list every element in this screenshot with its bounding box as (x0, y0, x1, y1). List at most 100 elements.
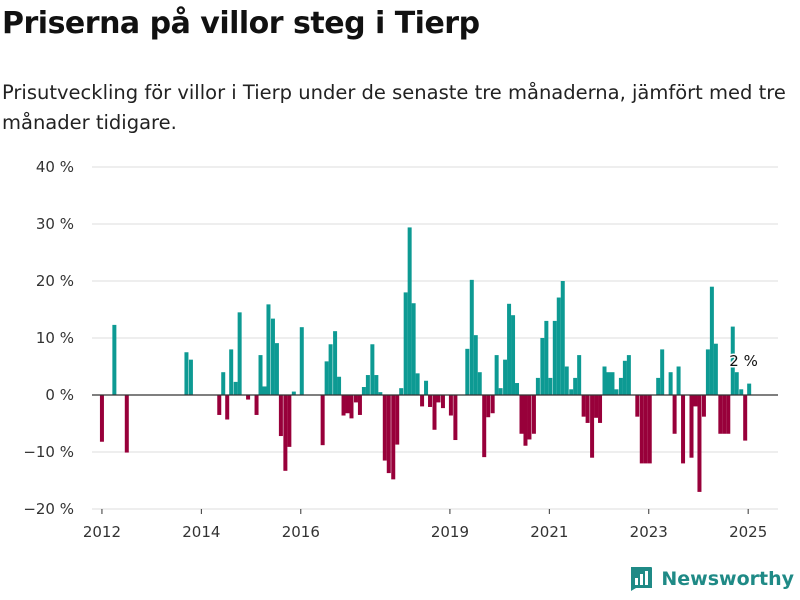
y-tick-label: 20 % (36, 272, 74, 290)
bar (548, 377, 553, 395)
bar (697, 395, 702, 492)
bar (606, 372, 611, 395)
bar (730, 326, 735, 395)
bar (374, 375, 379, 395)
bar (494, 355, 499, 395)
bar (515, 383, 520, 395)
x-tick-label: 2025 (729, 523, 767, 541)
bar (626, 355, 631, 395)
bars (99, 227, 752, 492)
bar (246, 395, 251, 400)
bar (365, 375, 370, 395)
bar (407, 227, 412, 395)
bar (324, 361, 329, 395)
bar (507, 303, 512, 395)
bar (341, 395, 346, 416)
bar (598, 395, 603, 423)
x-tick-label: 2021 (530, 523, 568, 541)
bar (705, 349, 710, 395)
bar (482, 395, 487, 458)
bar (743, 395, 748, 441)
bar (577, 355, 582, 395)
bar (428, 395, 433, 407)
bar (477, 372, 482, 395)
bar (320, 395, 325, 446)
bar (278, 395, 283, 437)
bar (734, 372, 739, 395)
bar (527, 395, 532, 440)
bar (713, 343, 718, 395)
bar (503, 359, 508, 395)
bar (490, 395, 495, 414)
bar (556, 297, 561, 395)
bar (229, 349, 234, 395)
bar (573, 377, 578, 395)
bar (432, 395, 437, 430)
x-tick-label: 2012 (83, 523, 121, 541)
bar (689, 395, 694, 458)
bar (386, 395, 391, 474)
bar (353, 395, 358, 403)
annotations: 2 % (728, 350, 760, 371)
bar (237, 312, 242, 395)
last-value-label: 2 % (729, 352, 758, 370)
bar (436, 395, 441, 403)
bar (424, 380, 429, 395)
bar (420, 395, 425, 407)
y-tick-label: −20 % (23, 500, 74, 518)
bar (221, 372, 226, 395)
bar (602, 366, 607, 395)
chart-title: Priserna på villor steg i Tierp (2, 6, 480, 41)
bar (270, 318, 275, 395)
bar (656, 377, 661, 395)
bar (622, 360, 627, 395)
bar (291, 391, 296, 395)
bar (225, 395, 230, 420)
bar (258, 355, 263, 395)
bar (635, 395, 640, 417)
bar (523, 395, 528, 446)
y-tick-label: 10 % (36, 329, 74, 347)
bar (333, 331, 338, 395)
bar (99, 395, 104, 442)
bar (274, 343, 279, 395)
bar (262, 386, 267, 395)
bar-chart-logo-icon (631, 567, 653, 591)
bar (188, 359, 193, 395)
x-tick-label: 2023 (630, 523, 668, 541)
x-tick-label: 2014 (182, 523, 220, 541)
bar (378, 392, 383, 395)
bar (726, 395, 731, 434)
bar (594, 395, 599, 418)
bar (540, 338, 545, 395)
bar (473, 335, 478, 395)
bar (511, 315, 516, 395)
bar (465, 348, 470, 395)
bar (486, 395, 491, 418)
bar (453, 395, 458, 441)
bar (440, 395, 445, 409)
bar (535, 377, 540, 395)
bar (585, 395, 590, 423)
newsworthy-brand: Newsworthy (629, 566, 794, 592)
bar (283, 395, 288, 471)
bar (531, 395, 536, 434)
bar (564, 366, 569, 395)
bar (569, 389, 574, 395)
bar (560, 281, 565, 395)
bar (357, 395, 362, 415)
bar (403, 292, 408, 395)
brand-name: Newsworthy (661, 568, 794, 590)
bar (676, 366, 681, 395)
gridlines (92, 166, 778, 510)
bar (739, 389, 744, 395)
bar (184, 352, 189, 395)
bar (328, 344, 333, 395)
bar (618, 377, 623, 395)
bar (544, 320, 549, 395)
bar (391, 395, 396, 480)
bar (370, 344, 375, 395)
bar (701, 395, 706, 417)
y-tick-label: −10 % (23, 443, 74, 461)
